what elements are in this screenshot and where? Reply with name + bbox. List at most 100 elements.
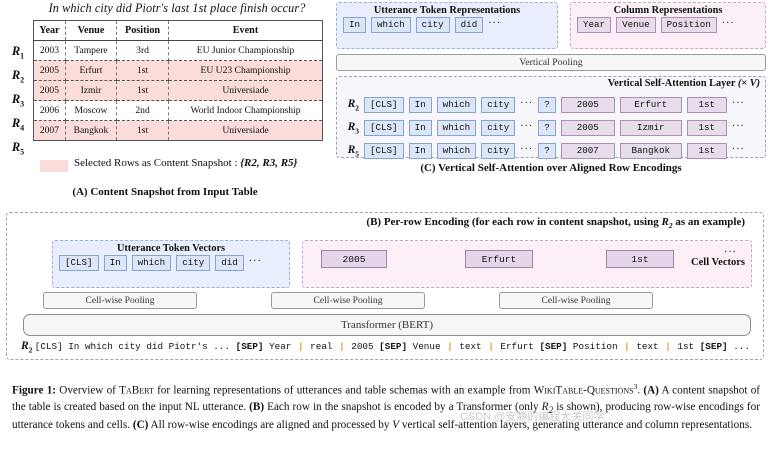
legend-selected-set: {R2, R3, R5} — [240, 157, 298, 169]
cell-vector-chip: Erfurt — [465, 250, 533, 268]
cell-venue: Erfurt — [65, 60, 118, 81]
token-chip-question: ? — [538, 97, 556, 114]
cell-wise-pooling-1: Cell-wise Pooling — [43, 292, 197, 309]
dataset-name: WikiTable-Questions — [533, 384, 634, 397]
token-chip-question: ? — [538, 143, 556, 160]
sequence-token: text — [453, 341, 482, 352]
cell-event: Universiade — [168, 120, 323, 141]
sequence-tokens: [CLS] In which city did Piotr's ... [SEP… — [35, 341, 750, 352]
sequence-token: ... — [727, 341, 750, 352]
legend-text: Selected Rows as Content Snapshot : — [74, 157, 238, 169]
vertical-pooling-bar: Vertical Pooling — [336, 54, 766, 71]
token-chip: In — [408, 97, 432, 114]
ellipsis: ··· — [731, 144, 745, 156]
ellipsis: ··· — [520, 121, 534, 133]
cell-vectors-label: Cell Vectors — [691, 257, 745, 268]
cell-position: 3rd — [116, 40, 169, 61]
cell-position: 1st — [116, 80, 169, 101]
row-label: R5 — [347, 143, 359, 159]
sequence-token: Position — [567, 341, 618, 352]
token-chip: In — [103, 255, 127, 272]
cell-position: 2nd — [116, 100, 169, 121]
input-sequence: R2 [CLS] In which city did Piotr's ... [… — [21, 340, 761, 354]
panel-a-caption: (A) Content Snapshot from Input Table — [72, 186, 258, 198]
column-representations-title: Column Representations — [613, 5, 723, 16]
token-chip: In — [408, 143, 432, 160]
token-chip: city — [481, 120, 516, 137]
utterance-token-representations-box: Utterance Token Representations In which… — [336, 2, 558, 49]
caption-r2: R2 — [541, 400, 554, 416]
cell-vectors-box: 2005 Erfurt 1st ··· Cell Vectors — [302, 240, 752, 288]
table-row-selected: 2005 Erfurt 1st EU U23 Championship — [33, 60, 323, 81]
ellipsis: ··· — [488, 18, 502, 30]
cell-year: 2007 — [33, 120, 66, 141]
vsa-row-r5: R5 [CLS] In which city ··· ? 2007 Bangko… — [341, 143, 745, 160]
sequence-separator: | — [659, 341, 671, 352]
ellipsis: ··· — [520, 98, 534, 110]
cell-venue: Tampere — [65, 40, 118, 61]
column-chip: Position — [660, 17, 717, 34]
vsa-row-r3: R3 [CLS] In which city ··· ? 2005 Izmir … — [341, 120, 745, 137]
sequence-token: Year — [263, 341, 292, 352]
token-chip: In — [408, 120, 432, 137]
token-chip: which — [131, 255, 172, 272]
column-header-event: Event — [168, 20, 323, 41]
cell-venue: Izmir — [65, 80, 118, 101]
cell-chip: Erfurt — [619, 97, 682, 114]
token-chip: city — [481, 143, 516, 160]
legend-color-swatch — [40, 160, 68, 172]
cell-year: 2003 — [33, 40, 66, 61]
sequence-token: Erfurt — [494, 341, 534, 352]
column-representations-box: Column Representations Year Venue Positi… — [570, 2, 766, 49]
row-label-r3: R3 — [11, 92, 25, 109]
token-chip: [CLS] — [364, 120, 404, 137]
cell-venue: Moscow — [65, 100, 118, 121]
vsa-layer-multiplier: (× V) — [737, 78, 760, 89]
sequence-token: [SEP] — [230, 341, 264, 352]
panel-b-per-row-encoding: (B) Per-row Encoding (for each row in co… — [6, 212, 764, 360]
cell-chip: 2007 — [560, 143, 615, 160]
sequence-token: [CLS] In which city did Piotr's ... — [34, 341, 231, 352]
cell-chip: 1st — [686, 97, 727, 114]
utterance-representations-title: Utterance Token Representations — [373, 5, 521, 16]
caption-part-a-tag: (A) — [643, 384, 659, 397]
sequence-token: text — [630, 341, 659, 352]
utterance-vector-tokens: [CLS] In which city did ··· — [53, 255, 289, 272]
cell-position: 1st — [116, 120, 169, 141]
figure-caption: Figure 1: Overview of TaBert for learnin… — [12, 382, 761, 432]
table-header-row: Year Venue Position Event — [33, 20, 323, 41]
column-header-position: Position — [116, 20, 169, 41]
tabert-name: TaBert — [119, 384, 154, 397]
row-label-r4: R4 — [11, 116, 25, 133]
nl-utterance-question: In which city did Piotr's last 1st place… — [48, 1, 306, 15]
sequence-token: 1st — [671, 341, 695, 352]
caption-part-c-tag: (C) — [132, 419, 149, 432]
column-header-year: Year — [33, 20, 66, 41]
vsa-row-r2: R2 [CLS] In which city ··· ? 2005 Erfurt… — [341, 97, 745, 114]
row-label-r1: R1 — [11, 44, 25, 61]
cell-event: EU Junior Championship — [168, 40, 323, 61]
vertical-self-attention-title: Vertical Self-Attention Layer (× V) — [607, 78, 760, 89]
table-row: 2003 Tampere 3rd EU Junior Championship — [33, 40, 323, 61]
cell-wise-pooling-3: Cell-wise Pooling — [499, 292, 653, 309]
cell-chip: Izmir — [619, 120, 682, 137]
cell-chip: 2005 — [560, 120, 615, 137]
panel-b-caption: (B) Per-row Encoding (for each row in co… — [366, 216, 745, 231]
utterance-representation-tokens: In which city did ··· — [337, 17, 557, 34]
token-chip: did — [215, 255, 244, 272]
cell-position: 1st — [116, 60, 169, 81]
sequence-separator: | — [618, 341, 630, 352]
sequence-separator: | — [333, 341, 345, 352]
utterance-vectors-title: Utterance Token Vectors — [116, 243, 226, 254]
cell-vector-chip: 1st — [606, 250, 674, 268]
ellipsis: ··· — [248, 256, 262, 268]
sequence-token: real — [304, 341, 333, 352]
ellipsis: ··· — [520, 144, 534, 156]
cell-chip: 1st — [686, 143, 727, 160]
cell-chip: 1st — [686, 120, 727, 137]
cell-chip: Bangkok — [619, 143, 682, 160]
token-chip: city — [415, 17, 450, 34]
token-chip: which — [371, 17, 411, 34]
cell-event: World Indoor Championship — [168, 100, 323, 121]
token-chip: which — [436, 97, 477, 114]
